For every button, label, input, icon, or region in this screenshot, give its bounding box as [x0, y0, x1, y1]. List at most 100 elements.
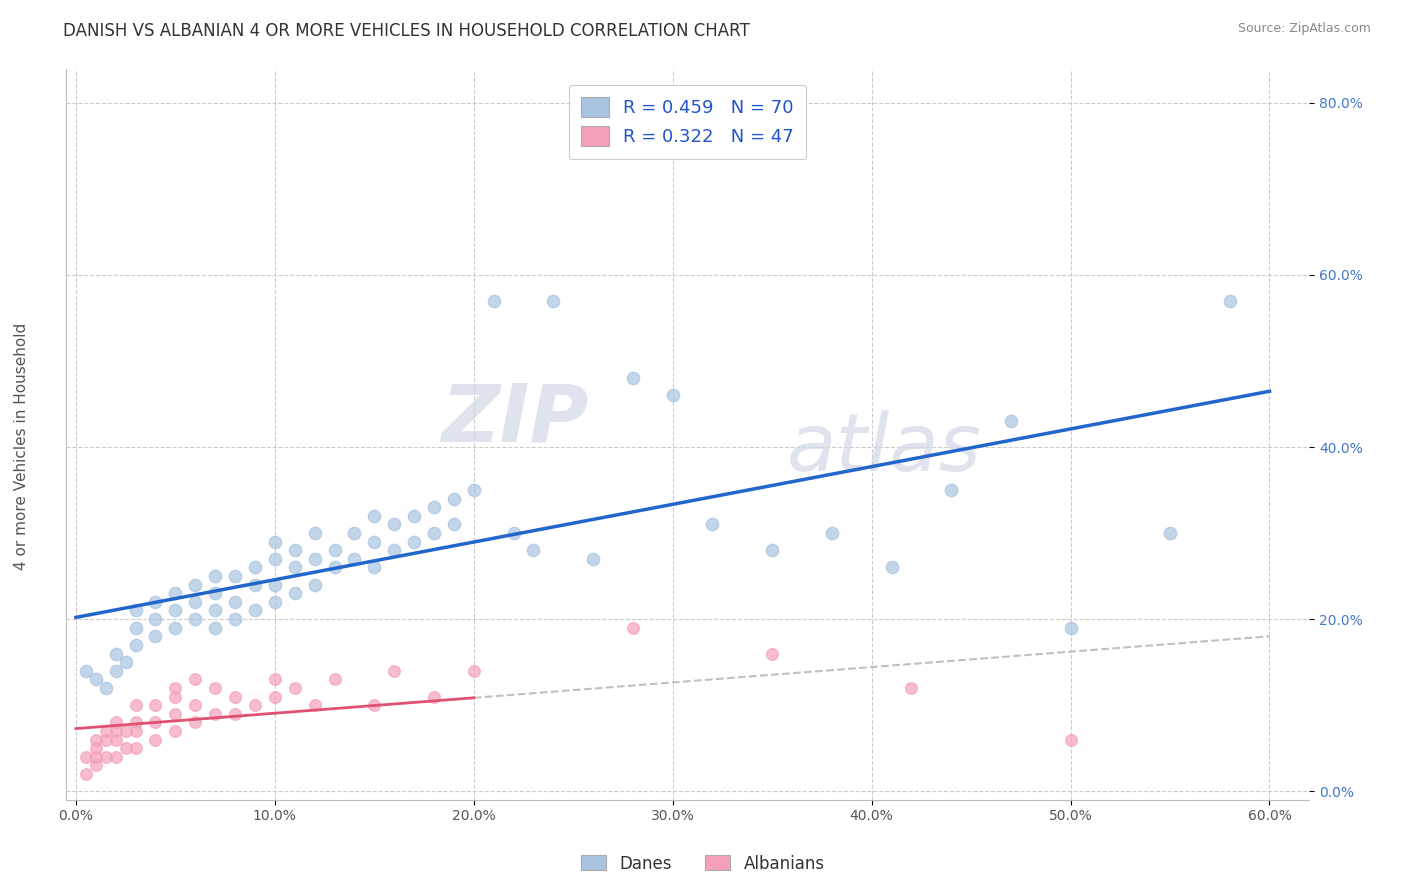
Point: [284, 543, 307, 558]
Point: [363, 508, 385, 523]
Point: [145, 732, 167, 747]
Point: [124, 621, 146, 635]
Point: [165, 690, 187, 704]
Point: [263, 534, 285, 549]
Text: atlas: atlas: [787, 409, 981, 488]
Point: [75, 767, 97, 781]
Point: [343, 526, 366, 541]
Point: [145, 698, 167, 713]
Point: [104, 732, 127, 747]
Point: [1059, 732, 1081, 747]
Point: [114, 655, 136, 669]
Text: ZIP: ZIP: [441, 381, 588, 458]
Point: [204, 569, 226, 583]
Point: [543, 293, 565, 308]
Point: [284, 586, 307, 600]
Point: [880, 560, 903, 574]
Point: [114, 723, 136, 738]
Point: [184, 612, 207, 626]
Point: [304, 552, 326, 566]
Point: [145, 715, 167, 730]
Point: [263, 595, 285, 609]
Point: [184, 595, 207, 609]
Point: [94, 732, 117, 747]
Point: [343, 552, 366, 566]
Point: [84, 749, 107, 764]
Point: [224, 706, 246, 721]
Point: [443, 491, 465, 506]
Point: [104, 647, 127, 661]
Point: [423, 526, 446, 541]
Point: [104, 723, 127, 738]
Point: [124, 715, 146, 730]
Point: [124, 741, 146, 756]
Point: [145, 595, 167, 609]
Point: [502, 526, 524, 541]
Point: [243, 560, 266, 574]
Point: [94, 749, 117, 764]
Point: [75, 664, 97, 678]
Point: [363, 560, 385, 574]
Point: [363, 534, 385, 549]
Point: [124, 638, 146, 652]
Point: [263, 673, 285, 687]
Point: [84, 741, 107, 756]
Point: [243, 603, 266, 617]
Point: [263, 552, 285, 566]
Point: [382, 517, 405, 532]
Point: [304, 577, 326, 591]
Point: [75, 749, 97, 764]
Point: [1059, 621, 1081, 635]
Point: [821, 526, 844, 541]
Point: [114, 741, 136, 756]
Point: [165, 621, 187, 635]
Point: [104, 749, 127, 764]
Point: [582, 552, 605, 566]
Point: [165, 706, 187, 721]
Point: [104, 715, 127, 730]
Point: [323, 543, 346, 558]
Point: [184, 698, 207, 713]
Point: [124, 698, 146, 713]
Point: [404, 534, 426, 549]
Point: [204, 586, 226, 600]
Point: [204, 681, 226, 695]
Point: [304, 526, 326, 541]
Point: [284, 681, 307, 695]
Point: [224, 569, 246, 583]
Point: [184, 715, 207, 730]
Point: [224, 612, 246, 626]
Point: [165, 586, 187, 600]
Point: [463, 664, 485, 678]
Point: [382, 664, 405, 678]
Point: [702, 517, 724, 532]
Point: [382, 543, 405, 558]
Point: [263, 577, 285, 591]
Point: [165, 723, 187, 738]
Point: [84, 673, 107, 687]
Point: [284, 560, 307, 574]
Point: [184, 673, 207, 687]
Point: [1159, 526, 1181, 541]
Point: [363, 698, 385, 713]
Point: [224, 595, 246, 609]
Point: [621, 371, 644, 385]
Point: [84, 732, 107, 747]
Point: [204, 621, 226, 635]
Legend: Danes, Albanians: Danes, Albanians: [575, 848, 831, 880]
Point: [243, 698, 266, 713]
Point: [941, 483, 963, 497]
Text: DANISH VS ALBANIAN 4 OR MORE VEHICLES IN HOUSEHOLD CORRELATION CHART: DANISH VS ALBANIAN 4 OR MORE VEHICLES IN…: [63, 22, 749, 40]
Point: [1000, 414, 1022, 428]
Point: [263, 690, 285, 704]
Point: [224, 690, 246, 704]
Point: [204, 706, 226, 721]
Text: 4 or more Vehicles in Household: 4 or more Vehicles in Household: [14, 322, 28, 570]
Point: [661, 388, 683, 402]
Point: [463, 483, 485, 497]
Point: [94, 681, 117, 695]
Point: [145, 629, 167, 643]
Point: [323, 560, 346, 574]
Point: [124, 723, 146, 738]
Point: [323, 673, 346, 687]
